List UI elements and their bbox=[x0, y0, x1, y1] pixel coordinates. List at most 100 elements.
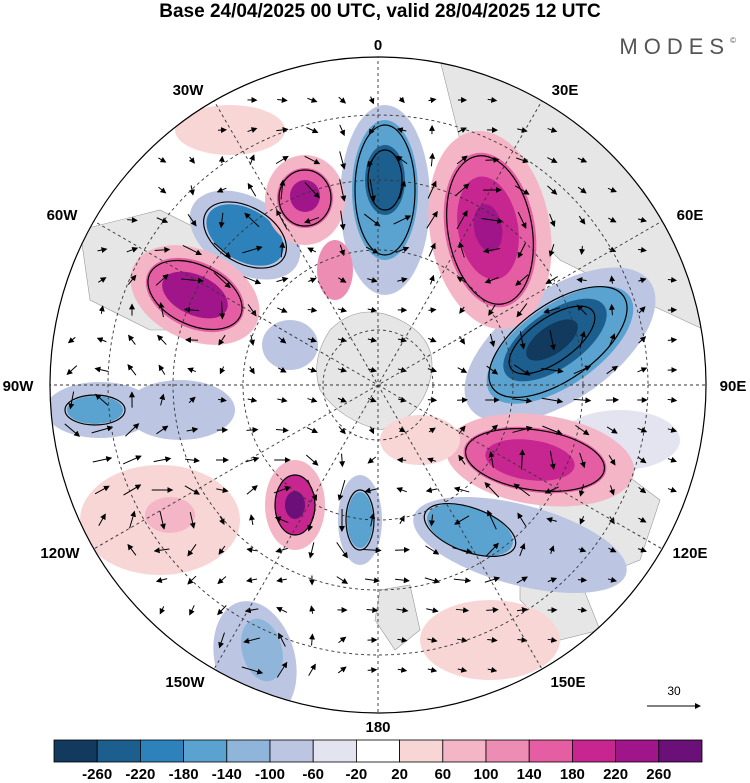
wind-vector bbox=[307, 509, 316, 532]
wind-vector bbox=[429, 274, 435, 285]
wind-vector bbox=[576, 304, 587, 316]
colorbar-swatch bbox=[442, 739, 487, 763]
contour-lines bbox=[64, 124, 628, 557]
wind-vector bbox=[307, 306, 318, 313]
wind-vector bbox=[306, 127, 319, 134]
wind-vector bbox=[304, 217, 320, 224]
colorbar-swatch bbox=[226, 739, 271, 763]
wind-vector bbox=[153, 456, 172, 463]
wind-vector bbox=[218, 632, 225, 649]
wind-vector bbox=[484, 576, 501, 583]
wind-vector bbox=[218, 334, 226, 346]
wind-vector bbox=[307, 336, 318, 343]
wind-vector bbox=[246, 547, 257, 553]
wind-vector bbox=[397, 277, 408, 283]
wind-vector bbox=[454, 515, 470, 525]
wind-vector bbox=[547, 577, 558, 583]
wind-vector bbox=[425, 545, 440, 555]
wind-vector bbox=[276, 577, 287, 583]
wind-vector bbox=[487, 636, 498, 643]
wind-vector bbox=[249, 514, 255, 526]
wind-vector bbox=[549, 213, 556, 227]
colorbar-tick-label: 60 bbox=[434, 766, 452, 783]
wind-vector bbox=[216, 187, 227, 193]
wind-vector bbox=[337, 306, 348, 313]
wind-vector bbox=[397, 666, 408, 673]
wind-vector bbox=[96, 337, 107, 343]
wind-vector bbox=[336, 542, 348, 559]
wind-vector bbox=[667, 486, 677, 493]
wind-vector bbox=[275, 155, 289, 165]
wind-vector bbox=[577, 186, 587, 194]
wind-vector bbox=[482, 247, 501, 254]
wind-vector bbox=[277, 96, 288, 103]
wind-vector bbox=[512, 425, 533, 433]
wind-vector bbox=[516, 303, 528, 318]
wind-vector bbox=[275, 547, 288, 554]
wind-vector bbox=[487, 96, 498, 103]
wind-vector bbox=[307, 97, 318, 103]
colorbar-tick-label: -260 bbox=[82, 766, 113, 783]
wind-vector bbox=[397, 366, 408, 373]
wind-vector bbox=[519, 543, 526, 557]
lon-label-60e: 60E bbox=[677, 207, 704, 224]
field-layer bbox=[50, 57, 706, 713]
wind-vector bbox=[547, 185, 558, 195]
wind-vector bbox=[667, 456, 677, 463]
wind-vector bbox=[337, 666, 347, 674]
wind-vector bbox=[578, 546, 587, 553]
wind-vector bbox=[457, 127, 467, 133]
wind-vector bbox=[512, 397, 533, 404]
wind-vector bbox=[514, 185, 530, 195]
wind-vector bbox=[187, 367, 197, 374]
wind-vector bbox=[92, 456, 113, 463]
wind-vector bbox=[548, 545, 555, 555]
wind-vector bbox=[548, 243, 555, 257]
wind-vector bbox=[279, 241, 286, 258]
wind-vector bbox=[218, 545, 226, 555]
wind-vector bbox=[277, 307, 288, 313]
wind-vector bbox=[368, 125, 376, 136]
wind-vector bbox=[485, 156, 500, 163]
wind-vector bbox=[637, 246, 647, 253]
wind-vector bbox=[395, 546, 410, 553]
colorbar-tick-label: 220 bbox=[603, 766, 629, 783]
wind-vector bbox=[159, 393, 166, 406]
wind-vector bbox=[541, 367, 564, 374]
wind-vector bbox=[458, 241, 465, 258]
reference-vector-label: 30 bbox=[667, 684, 681, 698]
colorbar-tick-label: 140 bbox=[516, 766, 542, 783]
wind-vector bbox=[338, 277, 347, 283]
wind-vector bbox=[573, 397, 592, 404]
wind-vector bbox=[367, 153, 377, 168]
colorbar-tick-label: -60 bbox=[302, 766, 325, 783]
wind-vector bbox=[304, 182, 320, 199]
wind-vector bbox=[637, 367, 648, 373]
wind-vector bbox=[459, 306, 466, 314]
colorbar-swatch bbox=[658, 739, 703, 763]
wind-vector bbox=[427, 366, 438, 373]
wind-vector bbox=[368, 426, 375, 435]
wind-vector bbox=[276, 427, 289, 434]
wind-vector bbox=[181, 277, 204, 284]
wind-vector bbox=[276, 661, 288, 678]
wind-vector bbox=[541, 397, 564, 404]
wind-vector bbox=[578, 215, 586, 225]
wind-vector bbox=[219, 301, 226, 320]
wind-vector bbox=[339, 244, 345, 257]
wind-vector bbox=[123, 484, 142, 496]
wind-vector bbox=[188, 156, 195, 164]
wind-vector bbox=[667, 276, 678, 283]
colorbar-swatch bbox=[53, 739, 98, 763]
wind-vector bbox=[307, 366, 318, 373]
wind-vector bbox=[607, 576, 617, 583]
wind-vector bbox=[608, 303, 615, 316]
wind-vector bbox=[396, 155, 408, 165]
wind-vector bbox=[217, 605, 227, 616]
wind-vector bbox=[427, 457, 437, 464]
wind-vector bbox=[307, 397, 318, 403]
wind-vector bbox=[306, 427, 319, 434]
wind-vector bbox=[157, 334, 167, 345]
colorbar-swatch bbox=[269, 739, 314, 763]
wind-vector bbox=[338, 636, 347, 644]
